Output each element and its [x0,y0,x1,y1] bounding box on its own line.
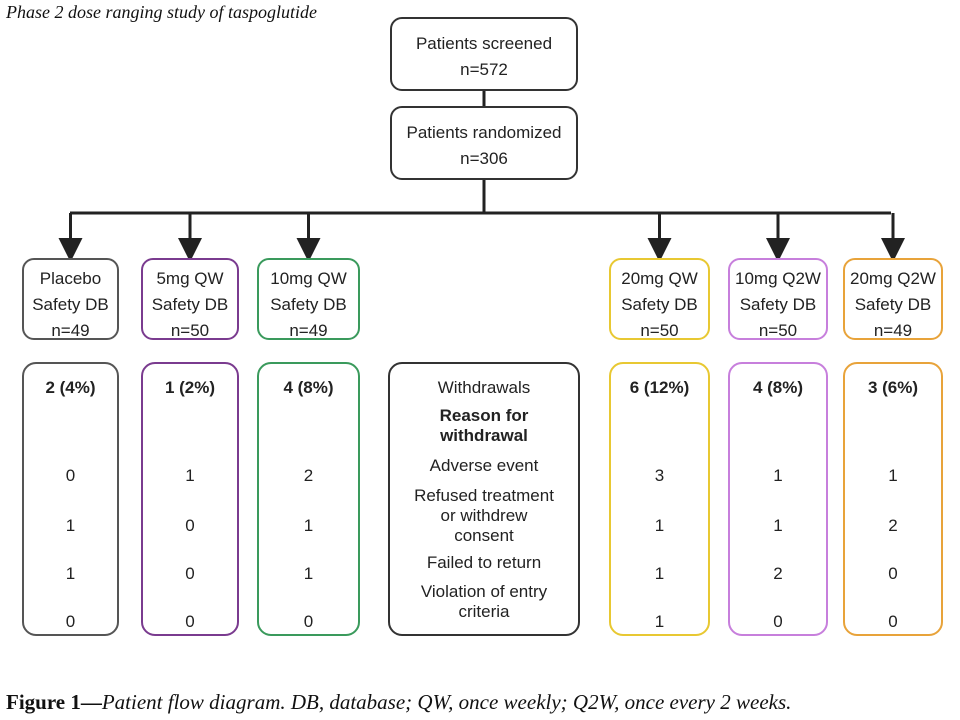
withdrawal-count-20mg-q2w-reason-3: 0 [888,564,898,583]
reason-refused-treatment: Refused treatment or withdrew consent [390,486,578,546]
reason-violation-line-1: Violation of entry [420,582,548,601]
figure-caption: Figure 1—Patient flow diagram. DB, datab… [6,690,791,715]
withdrawal-count-20mg-qw-reason-3: 1 [654,564,665,583]
withdrawal-count-20mg-qw-reason-2: 1 [654,516,665,535]
reason-header-line-2: withdrawal [440,426,528,445]
group-20mg-q2w-count: n=49 [873,321,913,340]
group-placebo-dataset: Safety DB [32,295,109,314]
group-20mg-q2w-dataset: Safety DB [854,295,932,314]
withdrawal-count-10mg-qw-reason-4: 0 [303,612,314,631]
group-5mg-qw-count: n=50 [170,321,210,340]
group-20mg-qw-count: n=50 [640,321,679,340]
withdrawal-column-20mg-q2w: 3 (6%) 1 2 0 0 [843,362,943,636]
withdrawal-count-10mg-qw-reason-3: 1 [303,564,314,583]
withdrawal-column-20mg-qw: 6 (12%) 3 1 1 1 [609,362,710,636]
group-20mg-qw-name: 20mg QW [621,269,698,288]
withdrawal-column-5mg-qw: 1 (2%) 1 0 0 0 [141,362,239,636]
withdrawal-column-10mg-qw: 4 (8%) 2 1 1 0 [257,362,360,636]
group-10mg-q2w-name: 10mg Q2W [735,269,821,288]
withdrawals-label: Withdrawals [437,378,531,397]
patients-screened-label: Patients screened [415,34,553,53]
group-5mg-qw-name: 5mg QW [156,269,224,288]
group-box-10mg-q2w: 10mg Q2W Safety DB n=50 [728,258,828,340]
reason-violation-of-entry: Violation of entry criteria [390,582,578,622]
group-10mg-qw-dataset: Safety DB [270,295,347,314]
reason-failed-to-return-text: Failed to return [426,553,542,572]
withdrawal-total-10mg-q2w: 4 (8%) [752,378,804,397]
withdrawal-count-placebo-reason-1: 0 [65,466,76,485]
group-box-5mg-qw: 5mg QW Safety DB n=50 [141,258,239,340]
reason-header: Reason for withdrawal [390,406,578,446]
reason-header-line-1: Reason for [439,406,529,425]
withdrawal-count-placebo-reason-2: 1 [65,516,76,535]
withdrawal-count-20mg-qw-reason-1: 3 [654,466,665,485]
withdrawal-reasons-box: Withdrawals Reason for withdrawal Advers… [388,362,580,636]
withdrawal-total-placebo: 2 (4%) [45,378,96,397]
withdrawal-count-10mg-q2w-reason-3: 2 [773,564,783,583]
patients-randomized-label: Patients randomized [406,123,562,142]
reason-violation-line-2: criteria [458,602,510,621]
withdrawal-count-20mg-q2w-reason-1: 1 [888,466,898,485]
group-placebo-name: Placebo [39,269,102,288]
group-10mg-q2w-dataset: Safety DB [739,295,817,314]
withdrawal-count-placebo-reason-4: 0 [65,612,76,631]
group-box-placebo: Placebo Safety DB n=49 [22,258,119,340]
patients-screened-count: n=572 [460,60,508,79]
withdrawal-total-5mg-qw: 1 (2%) [164,378,216,397]
withdrawal-count-5mg-qw-reason-1: 1 [185,466,195,485]
withdrawal-count-20mg-qw-reason-4: 1 [654,612,665,631]
withdrawal-count-5mg-qw-reason-4: 0 [185,612,195,631]
slide-title: Phase 2 dose ranging study of taspogluti… [6,2,317,22]
withdrawal-count-20mg-q2w-reason-2: 2 [888,516,898,535]
group-20mg-qw-dataset: Safety DB [621,295,698,314]
group-box-10mg-qw: 10mg QW Safety DB n=49 [257,258,360,340]
withdrawal-total-20mg-q2w: 3 (6%) [867,378,919,397]
withdrawal-count-10mg-q2w-reason-2: 1 [773,516,783,535]
reason-adverse-event: Adverse event [390,456,578,476]
group-10mg-qw-count: n=49 [289,321,328,340]
group-placebo-count: n=49 [51,321,90,340]
withdrawal-count-10mg-qw-reason-2: 1 [303,516,314,535]
group-20mg-q2w-name: 20mg Q2W [850,269,936,288]
withdrawal-count-5mg-qw-reason-2: 0 [185,516,195,535]
figure-caption-lead: Figure 1— [6,690,102,714]
withdrawal-count-10mg-q2w-reason-4: 0 [773,612,783,631]
group-box-20mg-qw: 20mg QW Safety DB n=50 [609,258,710,340]
withdrawal-total-10mg-qw: 4 (8%) [283,378,334,397]
patients-randomized-count: n=306 [460,149,508,168]
group-10mg-qw-name: 10mg QW [270,269,347,288]
withdrawal-count-placebo-reason-3: 1 [65,564,76,583]
withdrawal-count-10mg-qw-reason-1: 2 [303,466,314,485]
reason-refused-line-2: or withdrew [440,506,528,525]
reason-refused-line-1: Refused treatment [414,486,554,505]
reason-failed-to-return: Failed to return [390,553,578,573]
patients-randomized-box: Patients randomized n=306 [390,106,578,180]
withdrawal-count-20mg-q2w-reason-4: 0 [888,612,898,631]
group-box-20mg-q2w: 20mg Q2W Safety DB n=49 [843,258,943,340]
reason-refused-line-3: consent [454,526,514,545]
group-10mg-q2w-count: n=50 [758,321,798,340]
withdrawal-count-5mg-qw-reason-3: 0 [185,564,195,583]
patients-screened-box: Patients screened n=572 [390,17,578,91]
withdrawal-total-20mg-qw: 6 (12%) [629,378,690,397]
reason-adverse-event-text: Adverse event [429,456,539,475]
withdrawal-column-10mg-q2w: 4 (8%) 1 1 2 0 [728,362,828,636]
group-5mg-qw-dataset: Safety DB [151,295,229,314]
withdrawal-column-placebo: 2 (4%) 0 1 1 0 [22,362,119,636]
figure-caption-text: Patient flow diagram. DB, database; QW, … [101,690,792,714]
withdrawal-count-10mg-q2w-reason-1: 1 [773,466,783,485]
